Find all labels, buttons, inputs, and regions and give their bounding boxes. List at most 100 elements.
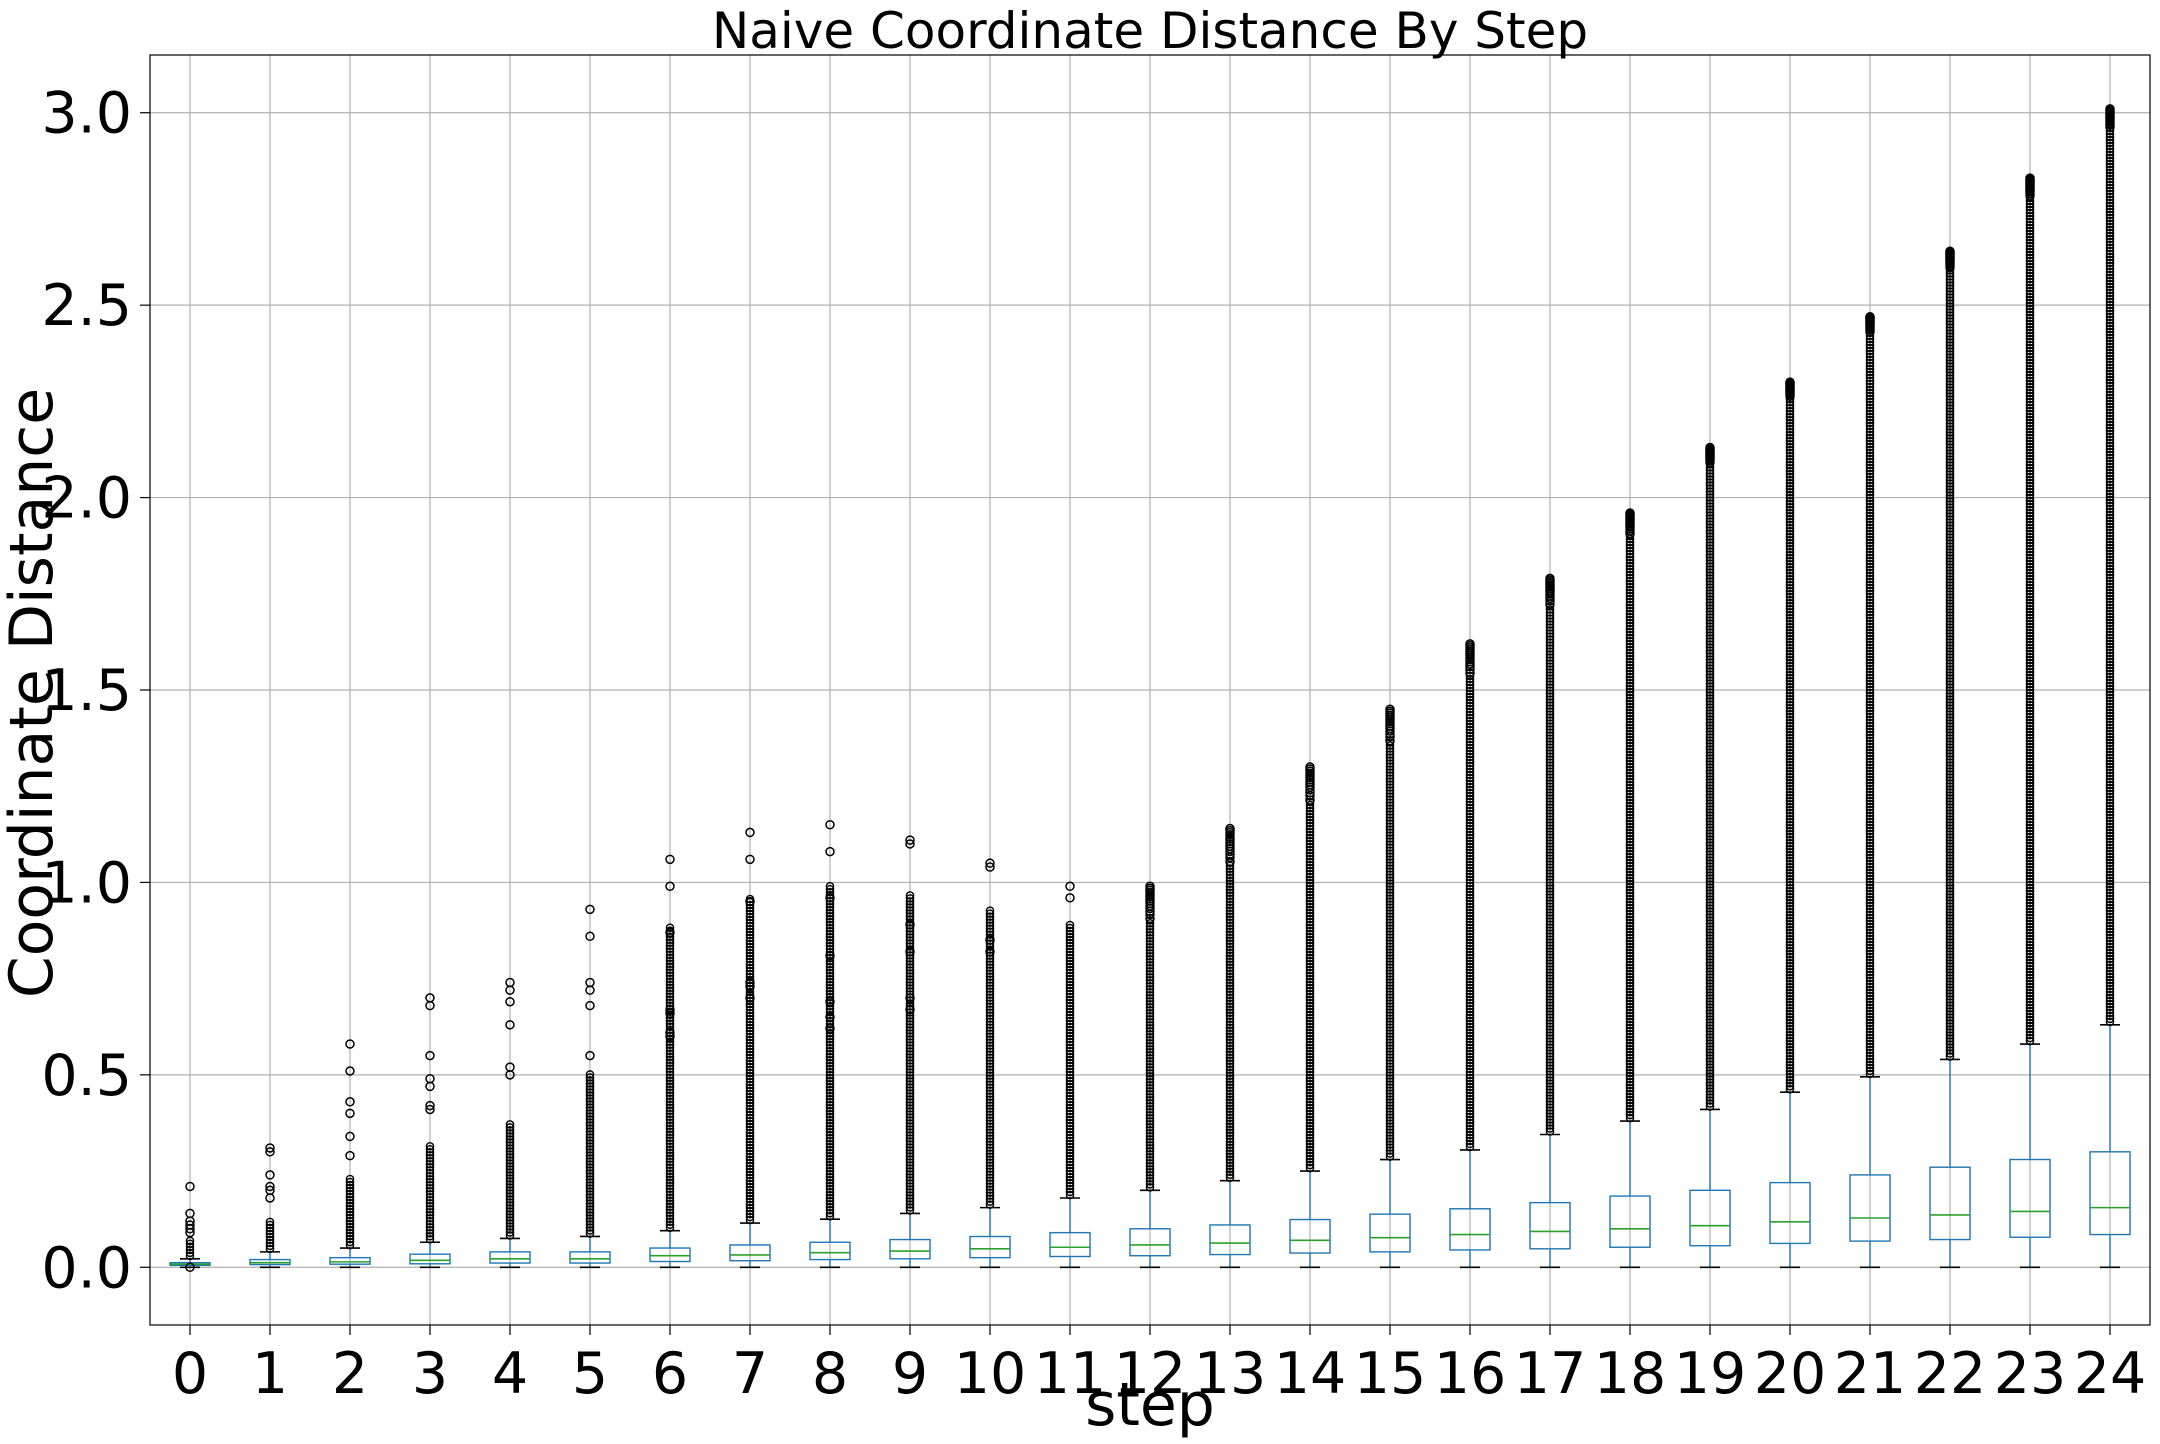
flier-point (2105, 822, 2115, 832)
flier-point (1225, 996, 1235, 1005)
flier-point (505, 1165, 515, 1174)
flier-point (1545, 1112, 1555, 1121)
flier-point (1945, 626, 1955, 635)
flier-point (1305, 1079, 1315, 1089)
flier-point (1785, 721, 1795, 731)
flier-point (1465, 1106, 1475, 1116)
flier-point (825, 1127, 835, 1137)
flier-point (1785, 529, 1795, 539)
flier-point (2025, 541, 2035, 551)
flier-point (745, 951, 755, 961)
flier-point (1385, 783, 1395, 792)
flier-point (1065, 1136, 1075, 1146)
flier-point (1465, 740, 1475, 750)
flier-point (905, 1017, 915, 1026)
flier-point (2105, 921, 2115, 931)
flier-point (2025, 307, 2035, 317)
flier-point (1865, 565, 1875, 575)
flier-point (1945, 620, 1955, 629)
flier-point (1625, 822, 1635, 832)
flier-point (2025, 286, 2035, 296)
flier-point (1865, 613, 1875, 623)
flier-point (2025, 724, 2035, 734)
x-tick-label: 10 (954, 1341, 1027, 1407)
flier-point (1785, 1072, 1795, 1082)
flier-point (2105, 984, 2115, 994)
flier-point (345, 1150, 355, 1161)
flier-point (1305, 1067, 1315, 1077)
flier-point (1705, 775, 1715, 784)
flier-point (1145, 949, 1155, 958)
flier-point (1225, 1068, 1235, 1077)
flier-point (1785, 841, 1795, 851)
flier-point (2025, 796, 2035, 806)
ticks-layer: 0.00.51.01.52.02.53.00 1 2 3 4 5 6 7 8 9 10 11 12 13 1… (41, 81, 2146, 1407)
flier-point (825, 1023, 835, 1034)
flier-point (1785, 478, 1795, 488)
flier-point (905, 1197, 915, 1206)
flier-point (345, 1186, 355, 1196)
flier-point (825, 1166, 835, 1176)
flier-point (665, 1049, 675, 1059)
flier-point (1465, 947, 1475, 957)
flier-point (2105, 354, 2115, 364)
flier-point (1465, 914, 1475, 924)
flier-point (2025, 421, 2035, 431)
flier-point (2105, 381, 2115, 391)
flier-point (1385, 741, 1395, 750)
flier-point (1945, 797, 1955, 806)
flier-point (2105, 633, 2115, 643)
flier-point (1865, 979, 1875, 989)
fliers-step-23 (2025, 173, 2035, 1046)
flier-point (905, 1029, 915, 1038)
flier-point (1625, 921, 1635, 931)
flier-point (665, 1067, 675, 1077)
flier-point (1865, 487, 1875, 497)
flier-point (1305, 887, 1315, 897)
flier-point (905, 993, 915, 1003)
flier-point (1865, 928, 1875, 938)
flier-point (905, 1035, 915, 1044)
flier-point (1705, 559, 1715, 568)
flier-point (1785, 661, 1795, 671)
flier-point (1225, 1161, 1235, 1170)
flier-point (2105, 762, 2115, 772)
flier-point (1625, 1056, 1635, 1066)
flier-point (2105, 687, 2115, 697)
flier-point (185, 1239, 195, 1249)
flier-point (1785, 916, 1795, 926)
flier-point (2105, 375, 2115, 385)
flier-point (1945, 350, 1955, 359)
flier-point (1625, 1113, 1635, 1123)
flier-point (1545, 743, 1555, 752)
flier-point (1225, 942, 1235, 951)
flier-point (2105, 477, 2115, 487)
flier-point (1225, 879, 1235, 888)
flier-point (1625, 969, 1635, 979)
flier-point (1305, 866, 1315, 876)
flier-point (2025, 838, 2035, 848)
flier-point (2105, 666, 2115, 676)
flier-point (1705, 667, 1715, 676)
flier-point (1065, 1004, 1075, 1014)
flier-point (1465, 965, 1475, 975)
flier-point (1145, 1024, 1155, 1033)
flier-point (2025, 547, 2035, 557)
flier-point (1625, 816, 1635, 826)
flier-point (2025, 511, 2035, 521)
flier-point (825, 1163, 835, 1173)
flier-point (1545, 998, 1555, 1007)
flier-point (1305, 959, 1315, 969)
flier-point (1545, 701, 1555, 710)
flier-point (905, 1038, 915, 1047)
flier-point (1865, 436, 1875, 446)
flier-point (1225, 966, 1235, 975)
flier-point (2105, 234, 2115, 244)
flier-point (1865, 778, 1875, 788)
flier-point (985, 969, 995, 978)
flier-point (425, 1231, 435, 1241)
flier-point (1945, 989, 1955, 998)
flier-point (1785, 730, 1795, 740)
flier-point (1705, 625, 1715, 634)
flier-point (745, 1050, 755, 1060)
